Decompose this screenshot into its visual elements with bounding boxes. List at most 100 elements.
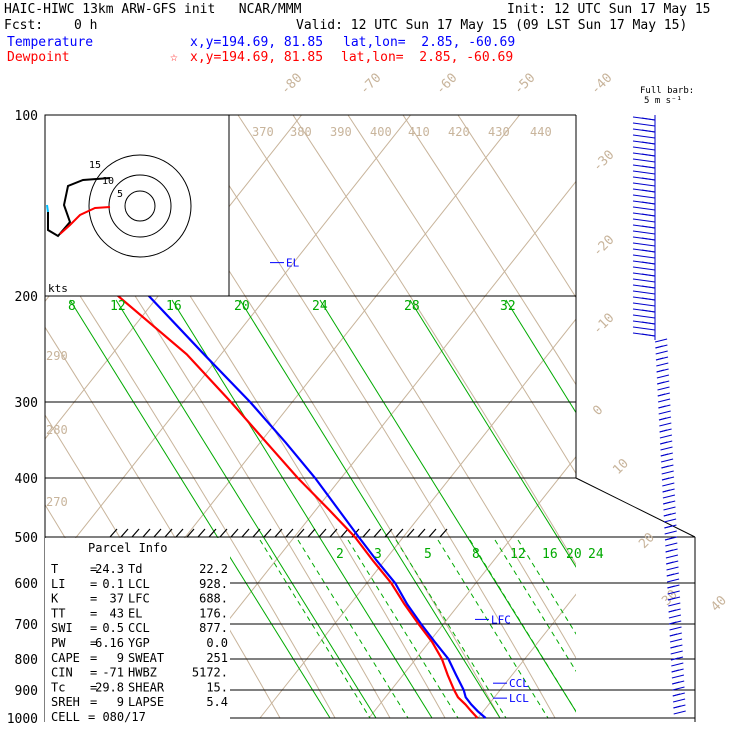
wind-barb-flag <box>641 117 656 121</box>
hatch-mark <box>384 528 393 538</box>
parcel-field-value: 5172. <box>192 666 228 680</box>
wind-barb-flag <box>641 297 656 301</box>
hatch-mark <box>417 528 426 538</box>
dry-adiabat-line <box>45 155 391 719</box>
isotherm-line <box>259 318 576 719</box>
parcel-equals: = <box>90 577 97 591</box>
mixing-ratio-label: 20 <box>566 547 582 562</box>
wind-barb <box>658 410 671 415</box>
temperature-xy: x,y=194.69, 81.85 <box>190 35 324 50</box>
wind-barb <box>657 386 670 391</box>
wind-barb-flag <box>641 201 656 205</box>
mixing-ratio-label: 24 <box>312 299 328 314</box>
parcel-equals: = <box>90 592 97 606</box>
wind-barb-flag <box>664 537 673 541</box>
wind-barb-flag <box>641 141 656 145</box>
wind-barb <box>632 290 656 295</box>
hatch-mark <box>142 528 151 538</box>
dry-adiabat-line <box>347 115 576 475</box>
parcel-field-value: 15. <box>206 680 228 694</box>
parcel-equals: = <box>90 636 97 650</box>
parcel-field-value: 0.5 <box>102 621 124 635</box>
wind-barb-flag <box>666 561 674 565</box>
mixing-ratio-dashed-line <box>517 539 576 635</box>
parcel-field-label: CIN <box>51 666 73 680</box>
parcel-field-label: PW <box>51 636 66 650</box>
wind-barb <box>660 446 673 451</box>
parcel-equals: = <box>90 666 97 680</box>
wind-barb <box>632 170 656 175</box>
mixing-ratio-label: 8 <box>68 299 76 314</box>
wind-barb <box>665 542 678 547</box>
mixing-ratio-label: 20 <box>234 299 250 314</box>
parcel-field-value: 176. <box>199 606 228 620</box>
wind-barb-flag <box>641 129 656 133</box>
wind-barb-flag <box>661 465 669 469</box>
hatch-mark <box>285 528 294 538</box>
mixing-ratio-line <box>505 299 576 414</box>
wind-barb-flag <box>641 261 656 265</box>
wind-barb-flag <box>667 585 675 589</box>
parcel-field-label: EL <box>128 606 142 620</box>
parcel-field-label: SHEAR <box>128 680 165 694</box>
parcel-equals: = <box>90 562 97 576</box>
mixing-ratio-dashed-line <box>297 539 409 719</box>
level-label-el: EL <box>286 257 300 270</box>
hatch-mark <box>395 528 404 538</box>
parcel-field-label: HWBZ <box>128 666 157 680</box>
wind-barb-flag <box>667 597 676 601</box>
wind-barb-flag <box>663 513 672 517</box>
wind-barb <box>669 626 682 631</box>
mixing-ratio-line <box>69 299 331 719</box>
isotherm-label: -40 <box>588 71 615 98</box>
hatch-mark <box>219 528 228 538</box>
wind-barb <box>632 326 656 331</box>
pressure-tick-label: 500 <box>15 531 38 546</box>
wind-barb-flag <box>657 381 665 385</box>
wind-barb-flag <box>641 189 656 193</box>
pressure-tick-label: 100 <box>15 109 38 124</box>
parcel-field-value: 0.1 <box>102 577 124 591</box>
parcel-field-value: 24.3 <box>95 562 124 576</box>
wind-barb-flag <box>672 681 680 685</box>
hodo-units: kts <box>48 282 68 295</box>
parcel-field-value: 928. <box>199 577 228 591</box>
theta-label: 370 <box>252 125 274 139</box>
wind-barb <box>663 518 677 523</box>
dry-adiabat-line <box>45 240 336 719</box>
parcel-field-label: SWEAT <box>128 651 164 665</box>
pressure-tick-label: 900 <box>15 684 38 699</box>
wind-barb <box>661 470 674 475</box>
isotherm-label: -30 <box>590 148 617 175</box>
parcel-field-label: T <box>51 562 58 576</box>
wind-barb <box>656 374 670 379</box>
wind-barb-flag <box>671 669 679 673</box>
isotherm-line <box>696 115 740 718</box>
parcel-field-label: Td <box>128 562 142 576</box>
mixing-ratio-label: 24 <box>588 547 604 562</box>
dewpoint-star-icon: ☆ <box>170 50 178 65</box>
wind-barb-flag <box>641 249 656 253</box>
wind-barb <box>632 194 656 199</box>
parcel-field-value: 22.2 <box>199 562 228 576</box>
wind-barb-flag <box>641 213 656 217</box>
isotherm-label: -50 <box>511 71 538 98</box>
wind-barb <box>672 698 686 703</box>
mixing-ratio-dashed-line <box>347 539 459 719</box>
wind-barb <box>654 338 668 343</box>
wind-barb-flag <box>641 309 656 313</box>
wind-barb <box>632 146 656 151</box>
wind-barb <box>668 614 682 619</box>
level-label-lcl: LCL <box>509 692 529 705</box>
mixing-ratio-line <box>115 299 377 719</box>
hatch-mark <box>197 528 206 538</box>
parcel-info-box: Parcel Info T =24.3 Td 22.2LI = 0.1 LCL 928.K = 3… <box>45 538 230 724</box>
dry-adiabat-line <box>72 115 446 719</box>
hatch-mark <box>439 528 448 538</box>
dewpoint-latlon: lat,lon= 2.85, -60.69 <box>341 50 514 65</box>
mixing-ratio-dashed-line <box>259 539 371 719</box>
parcel-field-value: 5.4 <box>206 695 228 709</box>
pressure-tick-label: 400 <box>15 472 38 487</box>
pressure-tick-label: 1000 <box>7 712 38 727</box>
